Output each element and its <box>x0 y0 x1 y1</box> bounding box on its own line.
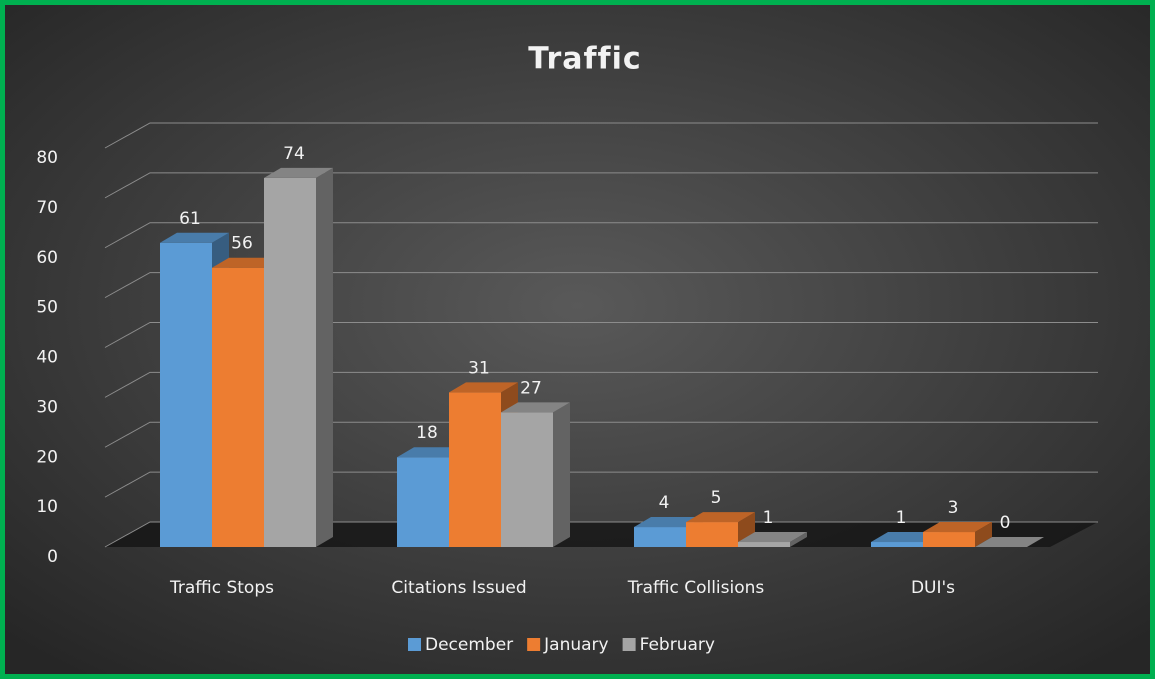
data-label: 5 <box>711 488 722 508</box>
bar-side <box>790 532 807 547</box>
bar <box>212 267 264 547</box>
data-label: 56 <box>231 234 253 254</box>
legend-swatch <box>622 638 636 651</box>
y-tick-label: 10 <box>36 497 58 517</box>
y-tick-label: 60 <box>36 248 58 268</box>
bar <box>738 542 790 547</box>
bar-top <box>871 532 940 543</box>
y-tick-label: 20 <box>36 447 58 467</box>
bar-side <box>316 167 333 548</box>
data-label: 74 <box>283 144 305 164</box>
bar-top <box>449 382 518 393</box>
x-tick-label: Traffic Stops <box>169 578 274 598</box>
chart-title: Traffic <box>528 42 641 77</box>
y-tick-label: 70 <box>36 198 58 218</box>
bar <box>871 542 923 547</box>
floor <box>105 522 1098 547</box>
bar <box>501 412 553 547</box>
bar-side <box>975 522 992 547</box>
y-tick-label: 50 <box>36 298 58 318</box>
data-label: 1 <box>763 508 774 528</box>
grid-line <box>104 222 1098 249</box>
data-label: 3 <box>948 498 959 518</box>
data-label: 27 <box>520 378 542 398</box>
bar <box>686 522 738 547</box>
data-label: 0 <box>1000 513 1011 533</box>
bar-top <box>160 232 229 243</box>
legend-label: December <box>425 635 513 655</box>
data-label: 4 <box>659 493 670 513</box>
bar-top <box>264 167 333 178</box>
x-tick-label: DUI's <box>911 578 955 598</box>
bar <box>160 242 212 547</box>
grid-line <box>104 421 1098 448</box>
bar <box>397 457 449 547</box>
y-tick-label: 40 <box>36 348 58 368</box>
grid-line <box>104 172 1098 199</box>
bar-top <box>634 517 703 528</box>
bar <box>923 532 975 547</box>
bar-top <box>923 522 992 533</box>
grid-line <box>104 521 1098 548</box>
legend-label: January <box>543 635 608 655</box>
grid-line <box>104 122 1098 149</box>
legend-swatch <box>527 638 541 651</box>
bar <box>264 177 316 548</box>
bar-top <box>686 512 755 523</box>
bar-top <box>975 537 1044 547</box>
bar <box>449 392 501 547</box>
y-tick-label: 30 <box>36 397 58 417</box>
bar-top <box>212 257 281 268</box>
data-label: 31 <box>468 358 490 378</box>
y-tick-label: 80 <box>36 148 58 168</box>
grid-line <box>104 371 1098 398</box>
bar-top <box>738 532 807 543</box>
legend-label: February <box>640 635 715 655</box>
grid-line <box>104 471 1098 498</box>
legend-swatch <box>408 638 421 651</box>
bar-top <box>397 447 466 458</box>
x-tick-label: Citations Issued <box>391 578 526 598</box>
grid-line <box>104 322 1098 348</box>
grid-line <box>104 272 1098 299</box>
data-label: 18 <box>416 423 438 443</box>
bar-side <box>553 402 570 547</box>
y-tick-label: 0 <box>47 547 58 567</box>
bar-top <box>501 402 570 413</box>
bar <box>634 527 686 547</box>
data-label: 1 <box>896 508 907 528</box>
x-tick-label: Traffic Collisions <box>627 578 765 598</box>
data-label: 61 <box>179 209 201 229</box>
